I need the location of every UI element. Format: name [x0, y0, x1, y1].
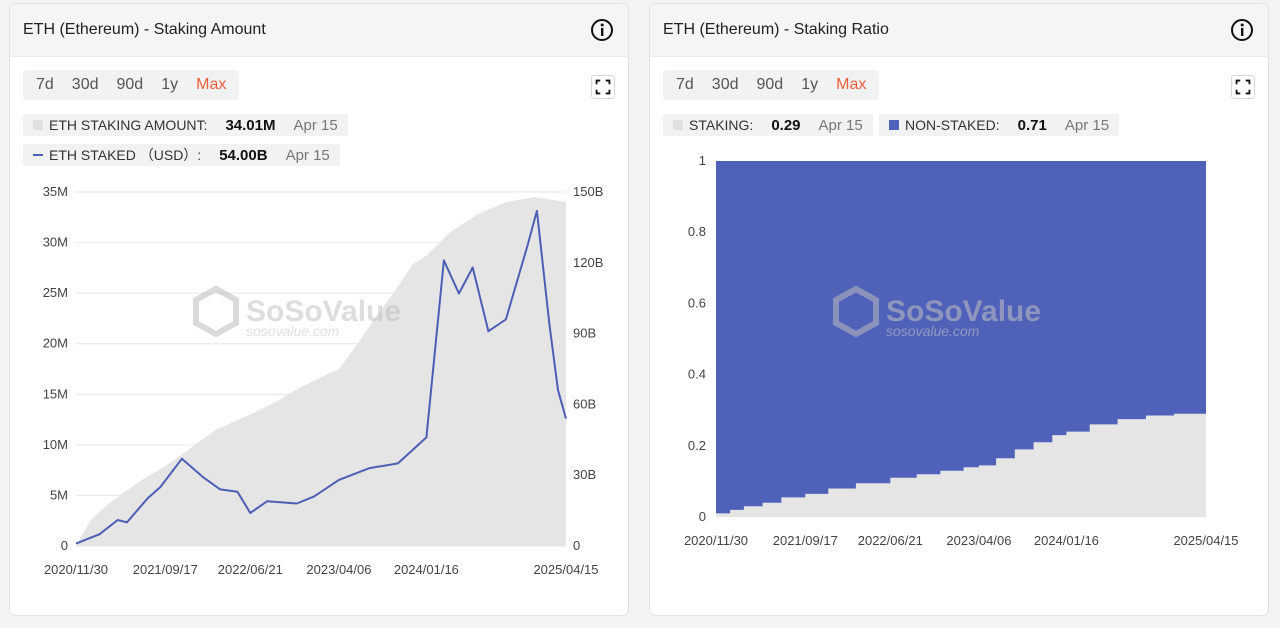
time-range-tabs: 7d 30d 90d 1y Max — [23, 70, 240, 100]
legend-label: ETH STAKED （USD）: — [49, 147, 202, 163]
range-tab-7d[interactable]: 7d — [676, 76, 694, 93]
x-tick-label: 2024/01/16 — [394, 562, 459, 577]
panel-title: ETH (Ethereum) - Staking Ratio — [663, 21, 889, 38]
legend-value: 0.29 — [771, 116, 801, 134]
legend-swatch — [673, 120, 683, 130]
y-left-tick-label: 10M — [43, 437, 68, 452]
info-icon[interactable] — [590, 18, 614, 42]
y-left-tick-label: 25M — [43, 285, 68, 300]
y-right-tick-label: 120B — [573, 255, 603, 270]
legend-date: Apr 15 — [818, 116, 863, 134]
time-range-tabs: 7d 30d 90d 1y Max — [663, 70, 880, 100]
legend-label: NON-STAKED: — [905, 117, 1000, 133]
y-tick-label: 0.4 — [688, 367, 706, 382]
panel-header: ETH (Ethereum) - Staking Ratio — [650, 4, 1268, 57]
legend-date: Apr 15 — [293, 116, 338, 134]
range-tab-7d[interactable]: 7d — [36, 76, 54, 93]
watermark-url: sosovalue.com — [886, 323, 980, 339]
x-tick-label: 2020/11/30 — [684, 533, 748, 548]
y-right-tick-label: 30B — [573, 467, 596, 482]
legend-staking: STAKING: 0.29 Apr 15 — [663, 114, 873, 136]
legend-swatch — [33, 120, 43, 130]
legend-swatch — [33, 154, 43, 156]
y-tick-label: 0 — [699, 509, 706, 524]
range-tab-90d[interactable]: 90d — [116, 76, 144, 93]
range-tab-1y[interactable]: 1y — [161, 76, 179, 93]
watermark-url: sosovalue.com — [246, 323, 340, 339]
staking-amount-chart: 0 5M 10M 15M 20M 25M 30M 35M 0 30B 60B 90B 120B 150B 2… — [43, 184, 604, 577]
panel-header: ETH (Ethereum) - Staking Amount — [10, 4, 628, 57]
x-tick-label: 2020/11/30 — [44, 562, 108, 577]
eth-staked-usd-line — [75, 209, 567, 545]
range-tab-30d[interactable]: 30d — [711, 76, 739, 93]
legend-value: 34.01M — [225, 116, 276, 134]
range-tab-90d[interactable]: 90d — [756, 76, 784, 93]
legend-swatch — [889, 120, 899, 130]
x-tick-label: 2023/04/06 — [306, 562, 371, 577]
x-tick-label: 2021/09/17 — [133, 562, 198, 577]
staking-ratio-chart: 0 0.2 0.4 0.6 0.8 1 2020/11/30 2021/09/17 2022/0… — [684, 153, 1239, 548]
y-left-tick-label: 5M — [50, 487, 68, 502]
range-tab-max[interactable]: Max — [196, 76, 227, 93]
y-left-tick-label: 20M — [43, 336, 68, 351]
panel-title: ETH (Ethereum) - Staking Amount — [23, 21, 266, 38]
y-right-tick-label: 150B — [573, 184, 603, 199]
watermark-logo-icon — [833, 285, 879, 338]
y-tick-label: 0.6 — [688, 295, 706, 310]
y-left-tick-label: 0 — [61, 538, 68, 553]
y-left-tick-label: 30M — [43, 235, 68, 250]
y-right-tick-label: 0 — [573, 538, 580, 553]
legend-value: 0.71 — [1017, 116, 1047, 134]
y-tick-label: 0.2 — [688, 438, 706, 453]
watermark-logo-icon — [193, 285, 239, 338]
x-tick-label: 2024/01/16 — [1034, 533, 1099, 548]
y-left-tick-label: 35M — [43, 184, 68, 199]
legend-staking-amount: ETH STAKING AMOUNT: 34.01M Apr 15 — [23, 114, 348, 136]
legend-eth-staked-usd: ETH STAKED （USD）: 54.00B Apr 15 — [23, 144, 340, 166]
fullscreen-icon[interactable] — [1231, 75, 1255, 99]
range-tab-30d[interactable]: 30d — [71, 76, 99, 93]
x-tick-label: 2025/04/15 — [533, 562, 598, 577]
x-tick-label: 2023/04/06 — [946, 533, 1011, 548]
legend-label: STAKING: — [689, 117, 754, 133]
y-tick-label: 1 — [699, 153, 706, 168]
y-right-tick-label: 90B — [573, 326, 596, 341]
staking-area — [716, 413, 1206, 517]
range-tab-1y[interactable]: 1y — [801, 76, 819, 93]
legend-date: Apr 15 — [1064, 116, 1110, 134]
x-tick-label: 2021/09/17 — [773, 533, 838, 548]
x-tick-label: 2025/04/15 — [1173, 533, 1238, 548]
watermark-brand: SoSoValue — [886, 295, 1041, 328]
staking-amount-panel: ETH (Ethereum) - Staking Amount 7d 30d 9… — [9, 3, 629, 616]
legend-date: Apr 15 — [285, 146, 330, 164]
range-tab-max[interactable]: Max — [836, 76, 867, 93]
watermark-brand: SoSoValue — [246, 295, 401, 328]
legend-non-staked: NON-STAKED: 0.71 Apr 15 — [879, 114, 1120, 136]
x-tick-label: 2022/06/21 — [218, 562, 283, 577]
staking-ratio-panel: ETH (Ethereum) - Staking Ratio 7d 30d 90… — [649, 3, 1269, 616]
info-icon[interactable] — [1230, 18, 1254, 42]
legend-value: 54.00B — [219, 146, 268, 164]
x-tick-label: 2022/06/21 — [858, 533, 923, 548]
y-tick-label: 0.8 — [688, 224, 706, 239]
fullscreen-icon[interactable] — [591, 75, 615, 99]
legend-label: ETH STAKING AMOUNT: — [49, 117, 208, 133]
y-left-tick-label: 15M — [43, 386, 68, 401]
staking-amount-area — [76, 197, 566, 546]
y-right-tick-label: 60B — [573, 396, 596, 411]
